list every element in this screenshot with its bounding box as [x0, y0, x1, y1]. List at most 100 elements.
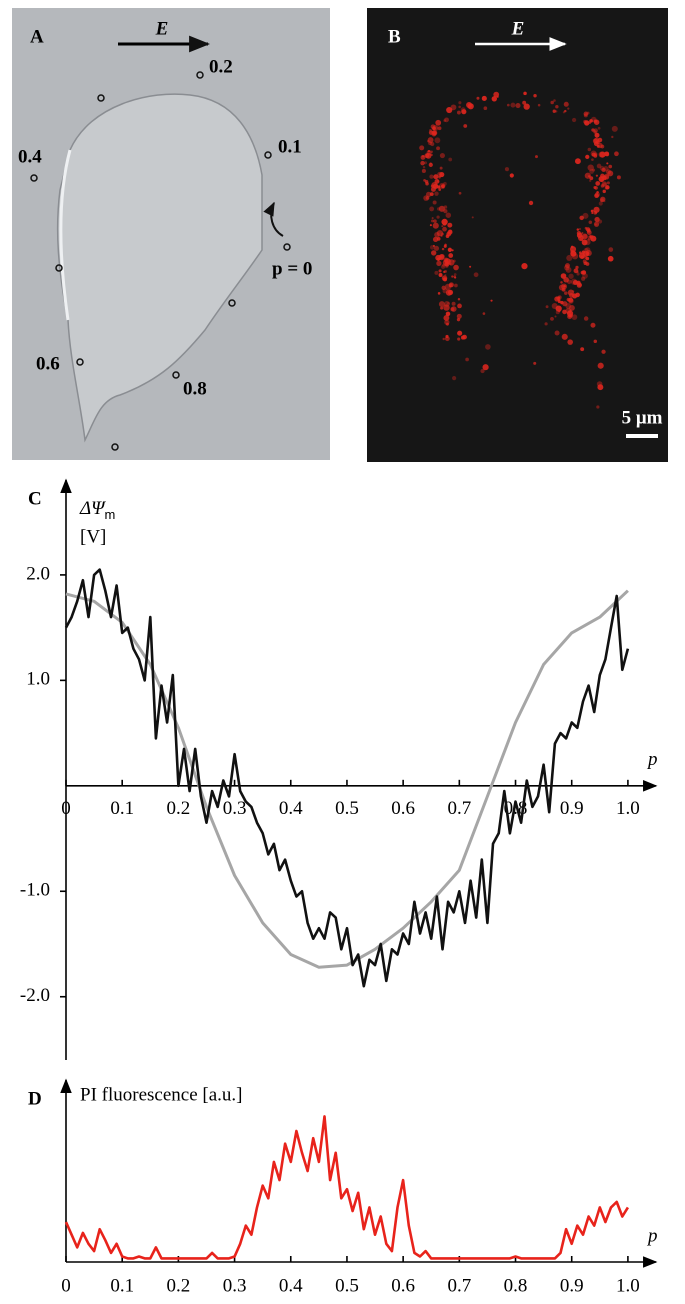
dot: [606, 162, 608, 164]
dot: [432, 217, 434, 219]
dot: [617, 175, 621, 179]
dot: [605, 185, 609, 189]
x-axis-label: p: [646, 1225, 658, 1246]
x-axis-label: p: [646, 749, 658, 770]
dot: [599, 201, 603, 205]
dot: [560, 281, 563, 284]
dot: [457, 338, 460, 341]
dot: [582, 240, 588, 246]
dot: [458, 101, 461, 104]
dot: [608, 165, 612, 169]
x-tick-label: 0.1: [110, 1275, 134, 1296]
scale-label: 5 μm: [622, 407, 663, 428]
dot: [440, 167, 443, 170]
dot: [457, 318, 460, 321]
dot: [579, 228, 581, 230]
dot: [435, 137, 441, 143]
dot: [454, 284, 458, 288]
dot: [433, 174, 438, 179]
dot: [599, 151, 605, 157]
dot: [563, 111, 565, 113]
dot: [439, 301, 445, 307]
x-tick-label: 1.0: [616, 798, 640, 819]
dot: [577, 231, 581, 235]
dot: [445, 284, 451, 290]
x-tick-label: 0.2: [167, 798, 191, 819]
data-line: [66, 1116, 628, 1258]
dot: [439, 273, 443, 277]
dot: [590, 323, 595, 328]
y-tick-label: 1.0: [26, 669, 50, 690]
dot: [480, 369, 484, 373]
dot: [555, 331, 560, 336]
dot: [437, 207, 440, 210]
dot: [523, 92, 527, 96]
dot: [429, 207, 434, 212]
dot: [584, 256, 587, 259]
dot: [458, 298, 460, 300]
dot: [575, 266, 578, 269]
data-line: [66, 591, 628, 968]
y-tick-label: -2.0: [20, 985, 50, 1006]
dot: [431, 219, 434, 222]
dot: [596, 175, 598, 177]
x-tick-label: 0: [61, 798, 71, 819]
dot: [516, 103, 521, 108]
dot: [597, 381, 603, 387]
dot: [484, 106, 488, 110]
dot: [423, 166, 425, 168]
dot: [555, 110, 557, 112]
dot: [433, 223, 439, 229]
dot: [603, 183, 606, 186]
dot: [448, 248, 452, 252]
dot: [446, 290, 452, 296]
dot: [448, 259, 454, 265]
dot: [430, 154, 432, 156]
dot: [447, 223, 452, 228]
dot: [422, 169, 426, 173]
dot: [585, 155, 589, 159]
dot: [611, 136, 613, 138]
dot: [429, 163, 433, 167]
dot: [594, 340, 597, 343]
dot: [603, 174, 609, 180]
marker-label: 0.2: [209, 56, 233, 77]
dot: [603, 166, 609, 172]
dot: [444, 274, 446, 276]
dot: [430, 192, 434, 196]
dot: [434, 232, 439, 237]
dot: [472, 216, 474, 218]
dot: [442, 264, 445, 267]
dot: [556, 310, 560, 314]
dot: [560, 301, 563, 304]
dot: [592, 169, 595, 172]
dot: [563, 285, 566, 288]
marker-label: 0.1: [278, 136, 302, 157]
dot: [572, 253, 578, 259]
dot: [436, 215, 439, 218]
dot: [568, 298, 573, 303]
dot: [510, 103, 515, 108]
x-tick-label: 0.7: [447, 1275, 471, 1296]
y-label-sub: m: [105, 507, 116, 522]
dot: [568, 290, 574, 296]
dot: [588, 148, 592, 152]
dot: [452, 249, 454, 251]
y-axis-unit: [V]: [80, 526, 106, 547]
dot: [482, 96, 487, 101]
dot: [441, 219, 447, 225]
dot: [591, 128, 594, 131]
dot: [567, 107, 569, 109]
dot: [596, 191, 599, 194]
micrograph-b: [367, 8, 668, 462]
dot: [458, 106, 461, 109]
x-tick-label: 0.5: [335, 1275, 359, 1296]
dot: [579, 216, 583, 220]
dot: [553, 99, 556, 102]
dot: [575, 158, 581, 164]
x-tick-label: 0.3: [223, 798, 247, 819]
dot: [431, 187, 436, 192]
x-tick-label: 0.4: [279, 798, 303, 819]
dot: [421, 155, 426, 160]
dot: [457, 111, 461, 115]
